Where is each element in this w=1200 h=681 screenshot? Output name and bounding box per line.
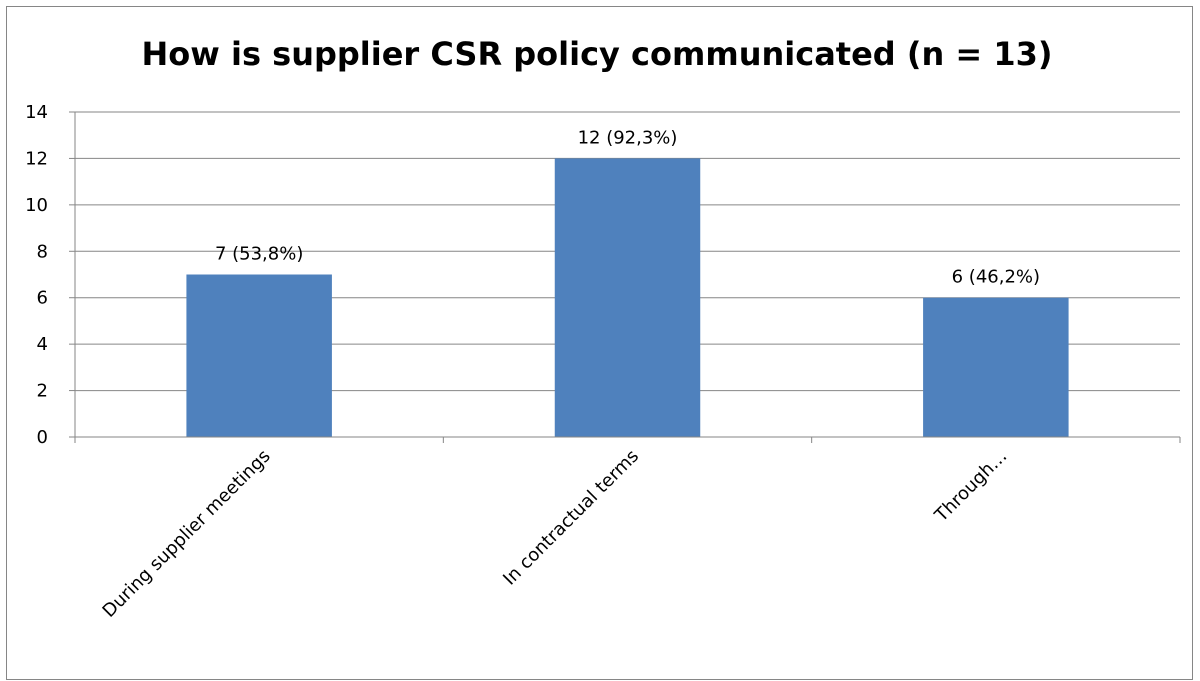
y-tick-label: 8 [37,241,48,262]
data-label: 7 (53,8%) [215,244,303,265]
labels: 0 2 4 6 8 10 12 14 7 (53,8%) 12 (92,3%) 6 (46,2%) D… [25,102,1040,622]
x-category-label: During supplier meetings [99,446,275,622]
data-label: 12 (92,3%) [578,127,678,148]
y-tick-label: 2 [37,381,48,402]
y-tick-label: 6 [37,288,48,309]
bar [554,158,701,437]
axes [69,111,1181,443]
y-tick-label: 4 [37,334,48,355]
y-tick-label: 12 [25,148,48,169]
data-label: 6 (46,2%) [952,267,1040,288]
chart-title: How is supplier CSR policy communicated … [142,35,1053,73]
y-tick-label: 0 [37,427,48,448]
x-category-label: Through… [930,446,1011,527]
y-tick-label: 10 [25,195,48,216]
x-category-label: In contractual terms [499,446,643,590]
bar [923,297,1069,437]
y-tick-label: 14 [25,102,48,123]
bar [186,274,332,437]
bars [186,158,1069,437]
